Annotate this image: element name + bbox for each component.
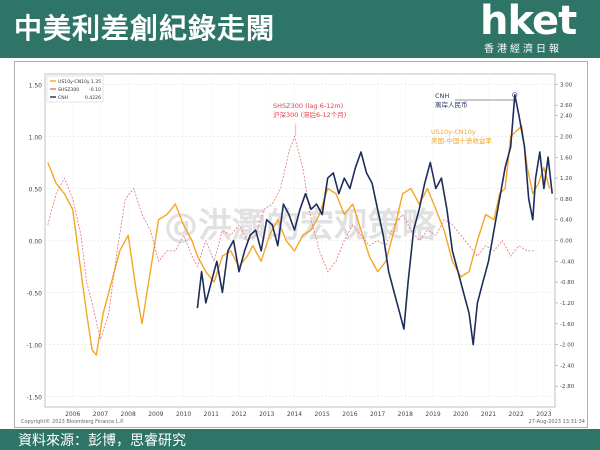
- legend-label: SHSZ300: [58, 87, 79, 93]
- footer-bar: 資料來源：彭博，思睿研究: [0, 429, 600, 450]
- hket-logo[interactable]: hket 香港經濟日報: [454, 0, 600, 58]
- chart-panel: 1.50 1.00 0.50 0.00 -0.50 -1.00 -1.50 3.00 2.60 2…: [14, 61, 588, 428]
- x-tick-label: 2010: [176, 411, 191, 418]
- y-right-tick-label: -2.00: [560, 343, 575, 349]
- series-line-shsz300: [47, 136, 536, 340]
- x-tick-label: 2020: [453, 411, 468, 418]
- legend-value: 1.35: [91, 79, 101, 85]
- y-right-tick-label: 2.40: [560, 114, 573, 120]
- y-right-tick-label: 2.60: [560, 103, 573, 109]
- x-tick-label: 2015: [315, 411, 330, 418]
- y-right-tick-label: 3.00: [560, 82, 573, 88]
- annotation-text: 沪深300 (滞后6-12个月): [273, 110, 346, 119]
- bloomberg-credit: Copyright© 2023 Bloomberg Finance L.P.: [21, 418, 124, 425]
- y-right-tick-label: 0.80: [560, 197, 573, 203]
- x-tick-label: 2017: [370, 411, 385, 418]
- line-chart: 1.50 1.00 0.50 0.00 -0.50 -1.00 -1.50 3.00 2.60 2…: [21, 73, 585, 425]
- x-tick-label: 2009: [148, 411, 163, 418]
- x-tick-label: 2019: [425, 411, 440, 418]
- y-right-tick-label: 0.40: [560, 218, 573, 224]
- annotation-text: US10y-CN10y: [431, 128, 476, 136]
- annotation-text: 离岸人民币: [435, 100, 468, 109]
- y-right-tick-label: 0.00: [560, 239, 573, 245]
- x-tick-label: 2022: [509, 411, 524, 418]
- x-tick-label: 2016: [342, 411, 357, 418]
- series-line-cnh: [196, 93, 553, 346]
- timestamp-credit: 27-Aug-2023 13:31:34: [529, 419, 585, 425]
- y-right-tick-label: -2.40: [560, 363, 575, 369]
- y-left-tick-label: 1.00: [29, 134, 43, 141]
- x-tick-label: 2021: [481, 411, 496, 418]
- x-tick-label: 2006: [65, 411, 80, 418]
- x-tick-label: 2023: [536, 411, 551, 418]
- y-left-tick-label: 0.00: [29, 239, 43, 246]
- y-left-tick-label: -1.50: [26, 395, 42, 402]
- logo-wordmark: hket: [480, 0, 577, 44]
- x-tick-label: 2008: [121, 411, 136, 418]
- y-right-tick-label: 1.60: [560, 155, 573, 161]
- x-tick-label: 2012: [231, 411, 246, 418]
- annotation-text: CNH: [435, 92, 449, 100]
- y-right-tick-label: 1.20: [560, 176, 573, 182]
- legend-value: -0.10: [89, 87, 101, 93]
- page-title: 中美利差創紀錄走闊: [14, 12, 276, 45]
- x-tick-label: 2011: [204, 411, 219, 418]
- y-left-tick-label: 1.50: [29, 82, 43, 89]
- x-tick-label: 2014: [287, 411, 302, 418]
- y-right-tick-label: -2.80: [560, 384, 575, 390]
- logo-subtitle: 香港經濟日報: [484, 44, 562, 55]
- annotation-text: 美国-中国十债收益率: [431, 136, 492, 145]
- y-right-tick-label: -0.80: [560, 280, 575, 286]
- legend-box: [46, 75, 104, 103]
- x-tick-label: 2013: [259, 411, 274, 418]
- y-left-tick-label: 0.50: [29, 186, 43, 193]
- y-left-tick-label: -1.00: [26, 343, 42, 350]
- y-right-tick-label: -1.60: [560, 322, 575, 328]
- annotation-text: SHSZ300 (lag 6-12m): [273, 102, 343, 110]
- series-line-us10y-cn10y: [47, 125, 551, 356]
- y-right-tick-label: 2.00: [560, 134, 573, 140]
- x-tick-label: 2018: [398, 411, 413, 418]
- legend-label: CNH: [58, 95, 68, 101]
- y-left-tick-label: -0.50: [26, 291, 42, 298]
- y-right-tick-label: -1.20: [560, 301, 575, 307]
- y-right-tick-label: -0.40: [560, 259, 575, 265]
- x-tick-label: 2007: [93, 411, 108, 418]
- legend-label: US10y-CN10y: [58, 79, 90, 85]
- source-caption: 資料來源：彭博，思睿研究: [18, 433, 186, 449]
- legend-value: 0.4226: [85, 95, 101, 101]
